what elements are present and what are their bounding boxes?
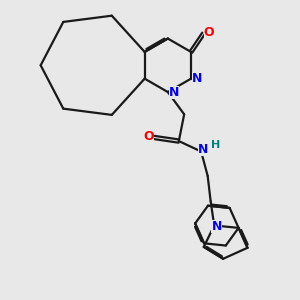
- Text: N: N: [198, 143, 209, 156]
- Text: O: O: [144, 130, 154, 143]
- Text: H: H: [211, 140, 220, 150]
- Text: O: O: [203, 26, 214, 38]
- Text: N: N: [169, 86, 179, 99]
- Text: N: N: [192, 72, 202, 85]
- Text: N: N: [212, 220, 222, 233]
